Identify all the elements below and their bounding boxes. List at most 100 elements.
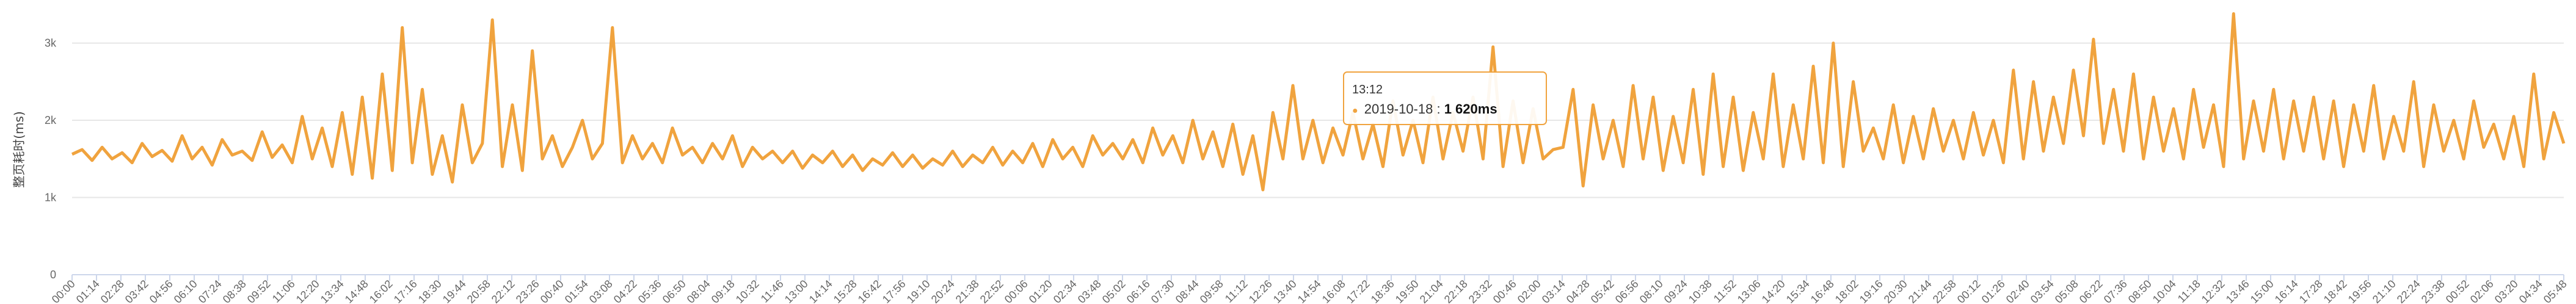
x-tick-label: 20:24 xyxy=(929,278,957,304)
x-tick-label: 00:40 xyxy=(538,278,566,304)
x-tick-label: 11:18 xyxy=(2175,278,2203,304)
x-tick-label: 21:38 xyxy=(953,278,981,304)
x-tick-label: 23:38 xyxy=(2419,278,2447,304)
tooltip-value: 1 620ms xyxy=(1444,101,1497,117)
x-tick-label: 08:04 xyxy=(685,278,713,304)
x-tick-label: 13:46 xyxy=(2224,278,2252,304)
x-tick-label: 14:20 xyxy=(1759,278,1788,304)
y-axis-ticks: 0 1k 2k 3k xyxy=(45,37,57,281)
x-tick-label: 11:52 xyxy=(1711,278,1739,304)
x-tick-label: 16:42 xyxy=(856,278,884,304)
x-tick-label: 19:10 xyxy=(904,278,933,304)
x-tick-label: 21:04 xyxy=(1417,278,1446,304)
x-tick-label: 17:28 xyxy=(2297,278,2325,304)
x-tick-label: 20:30 xyxy=(1882,278,1910,304)
x-tick-label: 22:12 xyxy=(489,278,517,304)
x-tick-label: 13:06 xyxy=(1735,278,1763,304)
x-tick-label: 11:12 xyxy=(1223,278,1250,304)
x-tick-label: 14:48 xyxy=(343,278,371,304)
x-tick-label: 06:22 xyxy=(2077,278,2105,304)
x-tick-label: 08:10 xyxy=(1637,278,1665,304)
series-line[interactable] xyxy=(71,12,2566,192)
x-tick-label: 16:02 xyxy=(367,278,395,304)
x-tick-label: 06:16 xyxy=(1124,278,1152,304)
x-tick-label: 12:20 xyxy=(294,278,322,304)
x-tick-label: 22:18 xyxy=(1442,278,1470,304)
x-tick-label: 16:48 xyxy=(1808,278,1836,304)
x-tick-label: 09:24 xyxy=(1662,278,1690,304)
x-tick-label: 08:38 xyxy=(220,278,249,304)
x-tick-label: 14:54 xyxy=(1295,278,1323,304)
tooltip: 13:12 ● 2019-10-18 : 1 620ms xyxy=(1343,71,1547,125)
x-tick-label: 17:22 xyxy=(1344,278,1372,304)
x-tick-label: 15:34 xyxy=(1784,278,1812,304)
x-tick-label: 01:14 xyxy=(74,278,102,304)
x-tick-label: 08:44 xyxy=(1173,278,1201,304)
tooltip-separator: : xyxy=(1436,101,1444,117)
x-tick-label: 13:00 xyxy=(782,278,810,304)
x-tick-label: 16:14 xyxy=(2272,278,2301,304)
x-tick-label: 23:32 xyxy=(1466,278,1494,304)
x-tick-label: 02:06 xyxy=(2468,278,2496,304)
x-tick-label: 00:00 xyxy=(49,278,78,304)
x-tick-label: 09:52 xyxy=(245,278,273,304)
x-tick-label: 08:50 xyxy=(2126,278,2154,304)
x-tick-label: 02:28 xyxy=(98,278,126,304)
x-tick-label: 13:34 xyxy=(318,278,346,304)
x-tick-label: 12:32 xyxy=(2199,278,2227,304)
x-tick-label: 04:28 xyxy=(1564,278,1592,304)
x-tick-label: 02:00 xyxy=(1515,278,1543,304)
x-tick-label: 06:50 xyxy=(660,278,688,304)
series-2019-10-18[interactable] xyxy=(71,12,2566,192)
x-tick-label: 00:52 xyxy=(2443,278,2472,304)
x-tick-label: 03:14 xyxy=(1540,278,1568,304)
x-tick-label: 01:20 xyxy=(1027,278,1055,304)
x-tick-label: 02:40 xyxy=(2004,278,2032,304)
x-tick-label: 16:08 xyxy=(1320,278,1348,304)
x-tick-label: 03:20 xyxy=(2492,278,2520,304)
x-tick-label: 10:38 xyxy=(1686,278,1714,304)
x-tick-label: 09:58 xyxy=(1198,278,1226,304)
x-tick-label: 15:28 xyxy=(831,278,859,304)
x-tick-label: 11:46 xyxy=(759,278,786,304)
x-tick-label: 19:50 xyxy=(1393,278,1421,304)
x-tick-label: 19:16 xyxy=(1857,278,1885,304)
x-tick-label: 10:32 xyxy=(733,278,762,304)
x-tick-label: 05:08 xyxy=(2053,278,2081,304)
y-tick-label: 0 xyxy=(50,269,56,281)
x-tick-label: 03:54 xyxy=(2028,278,2056,304)
x-tick-label: 21:44 xyxy=(1906,278,1934,304)
x-tick-label: 12:26 xyxy=(1246,278,1275,304)
x-tick-label: 22:52 xyxy=(978,278,1006,304)
x-tick-label: 00:06 xyxy=(1002,278,1030,304)
x-tick-label: 10:04 xyxy=(2150,278,2178,304)
x-tick-label: 23:26 xyxy=(514,278,542,304)
x-tick-label: 09:18 xyxy=(709,278,737,304)
y-tick-label: 3k xyxy=(45,37,57,49)
x-tick-label: 05:36 xyxy=(636,278,664,304)
x-tick-label: 00:46 xyxy=(1491,278,1519,304)
x-tick-label: 04:22 xyxy=(611,278,639,304)
x-tick-label: 21:10 xyxy=(2370,278,2398,304)
x-tick-label: 18:42 xyxy=(2321,278,2349,304)
x-tick-label: 05:02 xyxy=(1100,278,1128,304)
x-tick-label: 22:58 xyxy=(1930,278,1959,304)
x-tick-label: 05:48 xyxy=(2541,278,2569,304)
x-tick-label: 00:12 xyxy=(1955,278,1983,304)
x-tick-label: 18:30 xyxy=(416,278,444,304)
x-tick-label: 14:14 xyxy=(807,278,835,304)
x-tick-label: 07:24 xyxy=(196,278,224,304)
x-tick-label: 03:08 xyxy=(587,278,615,304)
x-tick-label: 06:10 xyxy=(172,278,200,304)
x-tick-label: 04:34 xyxy=(2517,278,2545,304)
x-tick-label: 01:26 xyxy=(1979,278,2007,304)
x-tick-label: 17:56 xyxy=(880,278,908,304)
x-tick-label: 07:30 xyxy=(1149,278,1177,304)
x-tick-label: 22:24 xyxy=(2395,278,2423,304)
tooltip-box xyxy=(1343,71,1547,125)
y-tick-label: 1k xyxy=(45,192,57,204)
tooltip-series-name: 2019-10-18 xyxy=(1364,101,1433,117)
x-tick-label: 17:16 xyxy=(391,278,420,304)
x-tick-label: 18:02 xyxy=(1833,278,1861,304)
